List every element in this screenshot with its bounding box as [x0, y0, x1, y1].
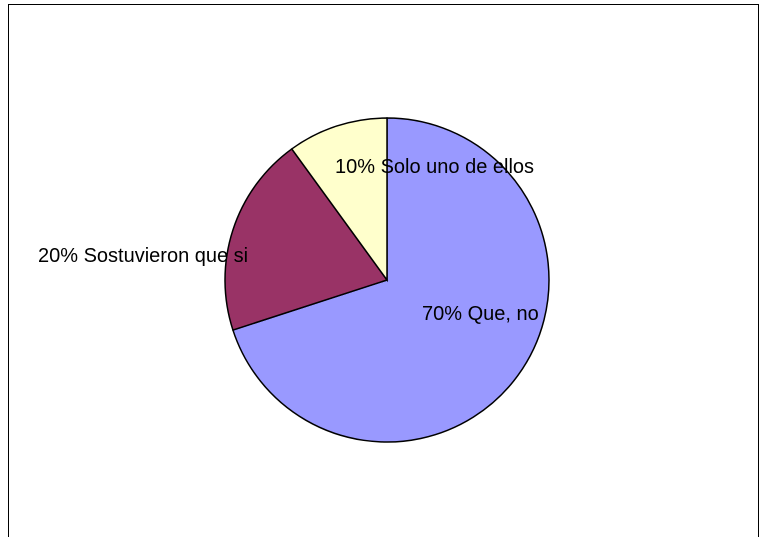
pie-slice-label-2: 20% Sostuvieron que si — [38, 245, 248, 267]
pie-slice-3 — [290, 117, 388, 283]
pie-labels: 70% Que, no 20% Sostuvieron que si 10% Sol… — [38, 156, 539, 325]
pie-slice-label-3: 10% Solo uno de ellos — [335, 156, 534, 178]
pie-slice-2 — [224, 147, 389, 332]
pie-slice-1 — [231, 117, 550, 443]
pie-slices — [224, 117, 550, 443]
pie-slice-label-1: 70% Que, no — [422, 303, 539, 325]
